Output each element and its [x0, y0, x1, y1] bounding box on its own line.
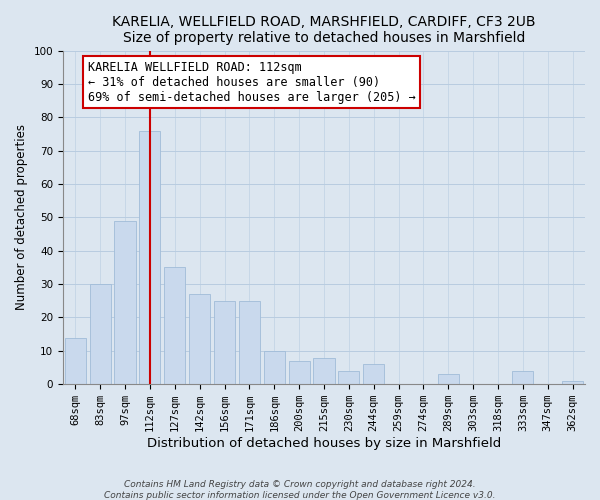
Bar	[214, 301, 235, 384]
Bar	[164, 268, 185, 384]
Bar	[139, 130, 160, 384]
Bar	[65, 338, 86, 384]
Bar	[437, 374, 459, 384]
Bar	[363, 364, 384, 384]
Bar	[289, 361, 310, 384]
Bar	[338, 371, 359, 384]
X-axis label: Distribution of detached houses by size in Marshfield: Distribution of detached houses by size …	[147, 437, 501, 450]
Bar	[512, 371, 533, 384]
Text: Contains HM Land Registry data © Crown copyright and database right 2024.
Contai: Contains HM Land Registry data © Crown c…	[104, 480, 496, 500]
Text: KARELIA WELLFIELD ROAD: 112sqm
← 31% of detached houses are smaller (90)
69% of : KARELIA WELLFIELD ROAD: 112sqm ← 31% of …	[88, 60, 416, 104]
Bar	[263, 351, 285, 384]
Bar	[239, 301, 260, 384]
Bar	[313, 358, 335, 384]
Bar	[115, 220, 136, 384]
Bar	[89, 284, 111, 384]
Bar	[189, 294, 210, 384]
Bar	[562, 381, 583, 384]
Title: KARELIA, WELLFIELD ROAD, MARSHFIELD, CARDIFF, CF3 2UB
Size of property relative : KARELIA, WELLFIELD ROAD, MARSHFIELD, CAR…	[112, 15, 536, 45]
Y-axis label: Number of detached properties: Number of detached properties	[15, 124, 28, 310]
